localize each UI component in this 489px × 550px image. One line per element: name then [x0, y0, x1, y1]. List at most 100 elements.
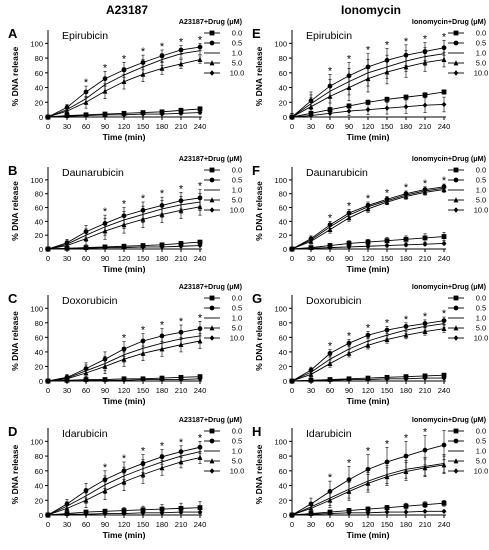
y-tick-label: 0	[39, 113, 43, 122]
data-point	[365, 510, 371, 516]
x-tick-label: 120	[118, 254, 131, 263]
legend-label: 0.5	[232, 176, 242, 185]
data-point	[159, 346, 165, 352]
legend-marker	[453, 60, 459, 66]
significance-star: *	[122, 333, 127, 345]
panel-h: H Idarubicin Ionomycin+Drug (μM) 0 20 40 60 80 1…	[252, 415, 488, 540]
y-tick-label: 0	[39, 377, 43, 386]
significance-star: *	[385, 317, 390, 329]
significance-star: *	[366, 323, 371, 335]
data-point	[384, 105, 390, 111]
data-point	[365, 99, 371, 105]
data-point	[45, 246, 51, 252]
data-point	[159, 111, 165, 117]
data-point	[140, 510, 146, 516]
significance-star: *	[442, 308, 447, 320]
data-point	[64, 511, 70, 517]
data-point	[159, 464, 165, 471]
legend-label: 1.0	[476, 186, 486, 195]
significance-star: *	[160, 440, 165, 452]
y-tick-label: 100	[30, 437, 43, 446]
data-point	[159, 65, 165, 71]
data-point	[384, 473, 390, 480]
data-point	[178, 509, 184, 515]
legend-marker	[453, 295, 459, 301]
y-tick-label: 20	[279, 362, 287, 371]
legend-label: 10.0	[230, 69, 245, 78]
legend-label: 5.0	[232, 324, 242, 333]
legend-label: 1.0	[476, 447, 486, 456]
x-tick-label: 150	[137, 122, 150, 131]
significance-star: *	[404, 314, 409, 326]
panel-b: B Daunarubicin A23187+Drug (μM) 0 20 40 60 80 10…	[8, 154, 244, 274]
data-point	[384, 459, 390, 465]
x-tick-label: 90	[101, 520, 109, 529]
x-axis-label: Time (min)	[103, 530, 146, 540]
data-point	[140, 111, 146, 117]
data-point	[365, 75, 371, 82]
data-point	[327, 93, 333, 99]
series-10-0	[45, 109, 203, 120]
x-tick-label: 150	[381, 122, 394, 131]
legend-marker	[453, 438, 459, 444]
x-tick-label: 120	[362, 386, 375, 395]
x-tick-label: 0	[290, 122, 294, 131]
data-point	[327, 497, 333, 503]
data-point	[197, 242, 203, 249]
series-10-0	[289, 508, 447, 518]
data-point	[384, 199, 390, 205]
panel-letter: H	[252, 424, 261, 439]
data-point	[365, 106, 371, 113]
x-tick-label: 120	[118, 122, 131, 131]
data-point	[140, 376, 146, 383]
legend-marker	[209, 428, 215, 434]
x-tick-label: 90	[345, 520, 353, 529]
series-10-0	[45, 509, 203, 518]
data-point	[422, 375, 428, 381]
legend-marker	[209, 305, 215, 311]
data-point	[197, 505, 203, 511]
data-point	[83, 99, 89, 105]
significance-star: *	[141, 193, 146, 205]
data-point	[121, 478, 127, 485]
data-point	[102, 510, 108, 517]
data-point	[365, 466, 371, 472]
data-point	[403, 103, 409, 110]
y-axis-label: % DNA release	[10, 311, 20, 371]
x-tick-label: 240	[438, 520, 451, 529]
data-point	[308, 371, 314, 377]
data-point	[422, 92, 428, 98]
y-tick-label: 40	[279, 217, 287, 226]
data-point	[384, 69, 390, 75]
legend: 0.00.51.05.010.0	[448, 427, 488, 476]
data-point	[159, 506, 165, 512]
y-tick-label: 100	[30, 176, 43, 185]
data-point	[121, 244, 127, 251]
panel-title: Doxorubicin	[62, 295, 118, 307]
data-point	[403, 332, 409, 338]
data-point	[384, 242, 390, 249]
data-point	[441, 442, 447, 448]
data-point	[178, 505, 184, 511]
data-point	[178, 341, 184, 348]
significance-star: *	[366, 446, 371, 458]
y-tick-label: 80	[35, 452, 43, 461]
x-tick-label: 240	[194, 386, 207, 395]
x-tick-label: 240	[438, 122, 451, 131]
data-point	[441, 186, 447, 192]
y-tick-label: 60	[35, 204, 43, 213]
y-axis-label: % DNA release	[254, 181, 264, 241]
data-point	[121, 78, 127, 85]
legend-label: 0.0	[232, 166, 242, 175]
data-point	[121, 356, 127, 362]
legend-marker	[453, 207, 459, 213]
x-tick-label: 150	[381, 254, 394, 263]
significance-star: *	[404, 182, 409, 194]
panel-letter: F	[252, 163, 260, 178]
data-point	[441, 234, 447, 239]
y-tick-label: 100	[30, 39, 43, 48]
data-point	[83, 89, 89, 95]
data-point	[327, 110, 333, 117]
data-point	[178, 110, 184, 117]
